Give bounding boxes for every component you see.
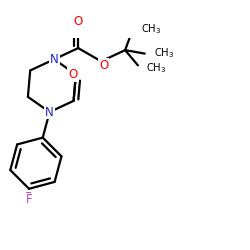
Text: N: N	[45, 106, 54, 118]
Text: CH$_3$: CH$_3$	[141, 22, 162, 36]
Text: CH$_3$: CH$_3$	[154, 47, 174, 60]
Text: F: F	[25, 192, 31, 204]
Text: O: O	[68, 68, 78, 81]
Text: CH$_3$: CH$_3$	[146, 62, 166, 75]
Text: N: N	[50, 53, 58, 66]
Text: O: O	[74, 15, 83, 28]
Text: O: O	[99, 59, 108, 72]
Text: F: F	[26, 194, 32, 206]
